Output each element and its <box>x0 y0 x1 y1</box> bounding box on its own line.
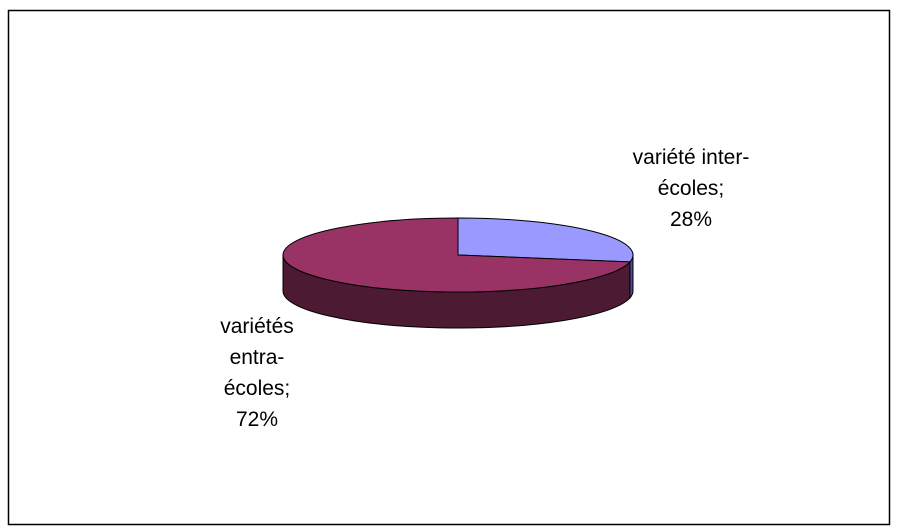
data-label: variété inter-écoles; 28% <box>606 142 776 235</box>
label-part: variété inter-écoles <box>632 146 750 200</box>
pie-slice <box>282 217 631 293</box>
label-part: ; <box>718 177 725 200</box>
label-part: variétés entra-écoles <box>220 315 294 400</box>
label-part: 28% <box>669 208 713 231</box>
pie-slice <box>457 217 634 263</box>
data-label: variétés entra-écoles; 72% <box>205 311 310 435</box>
label-part: ; <box>284 377 291 400</box>
label-part: 72% <box>235 408 279 431</box>
